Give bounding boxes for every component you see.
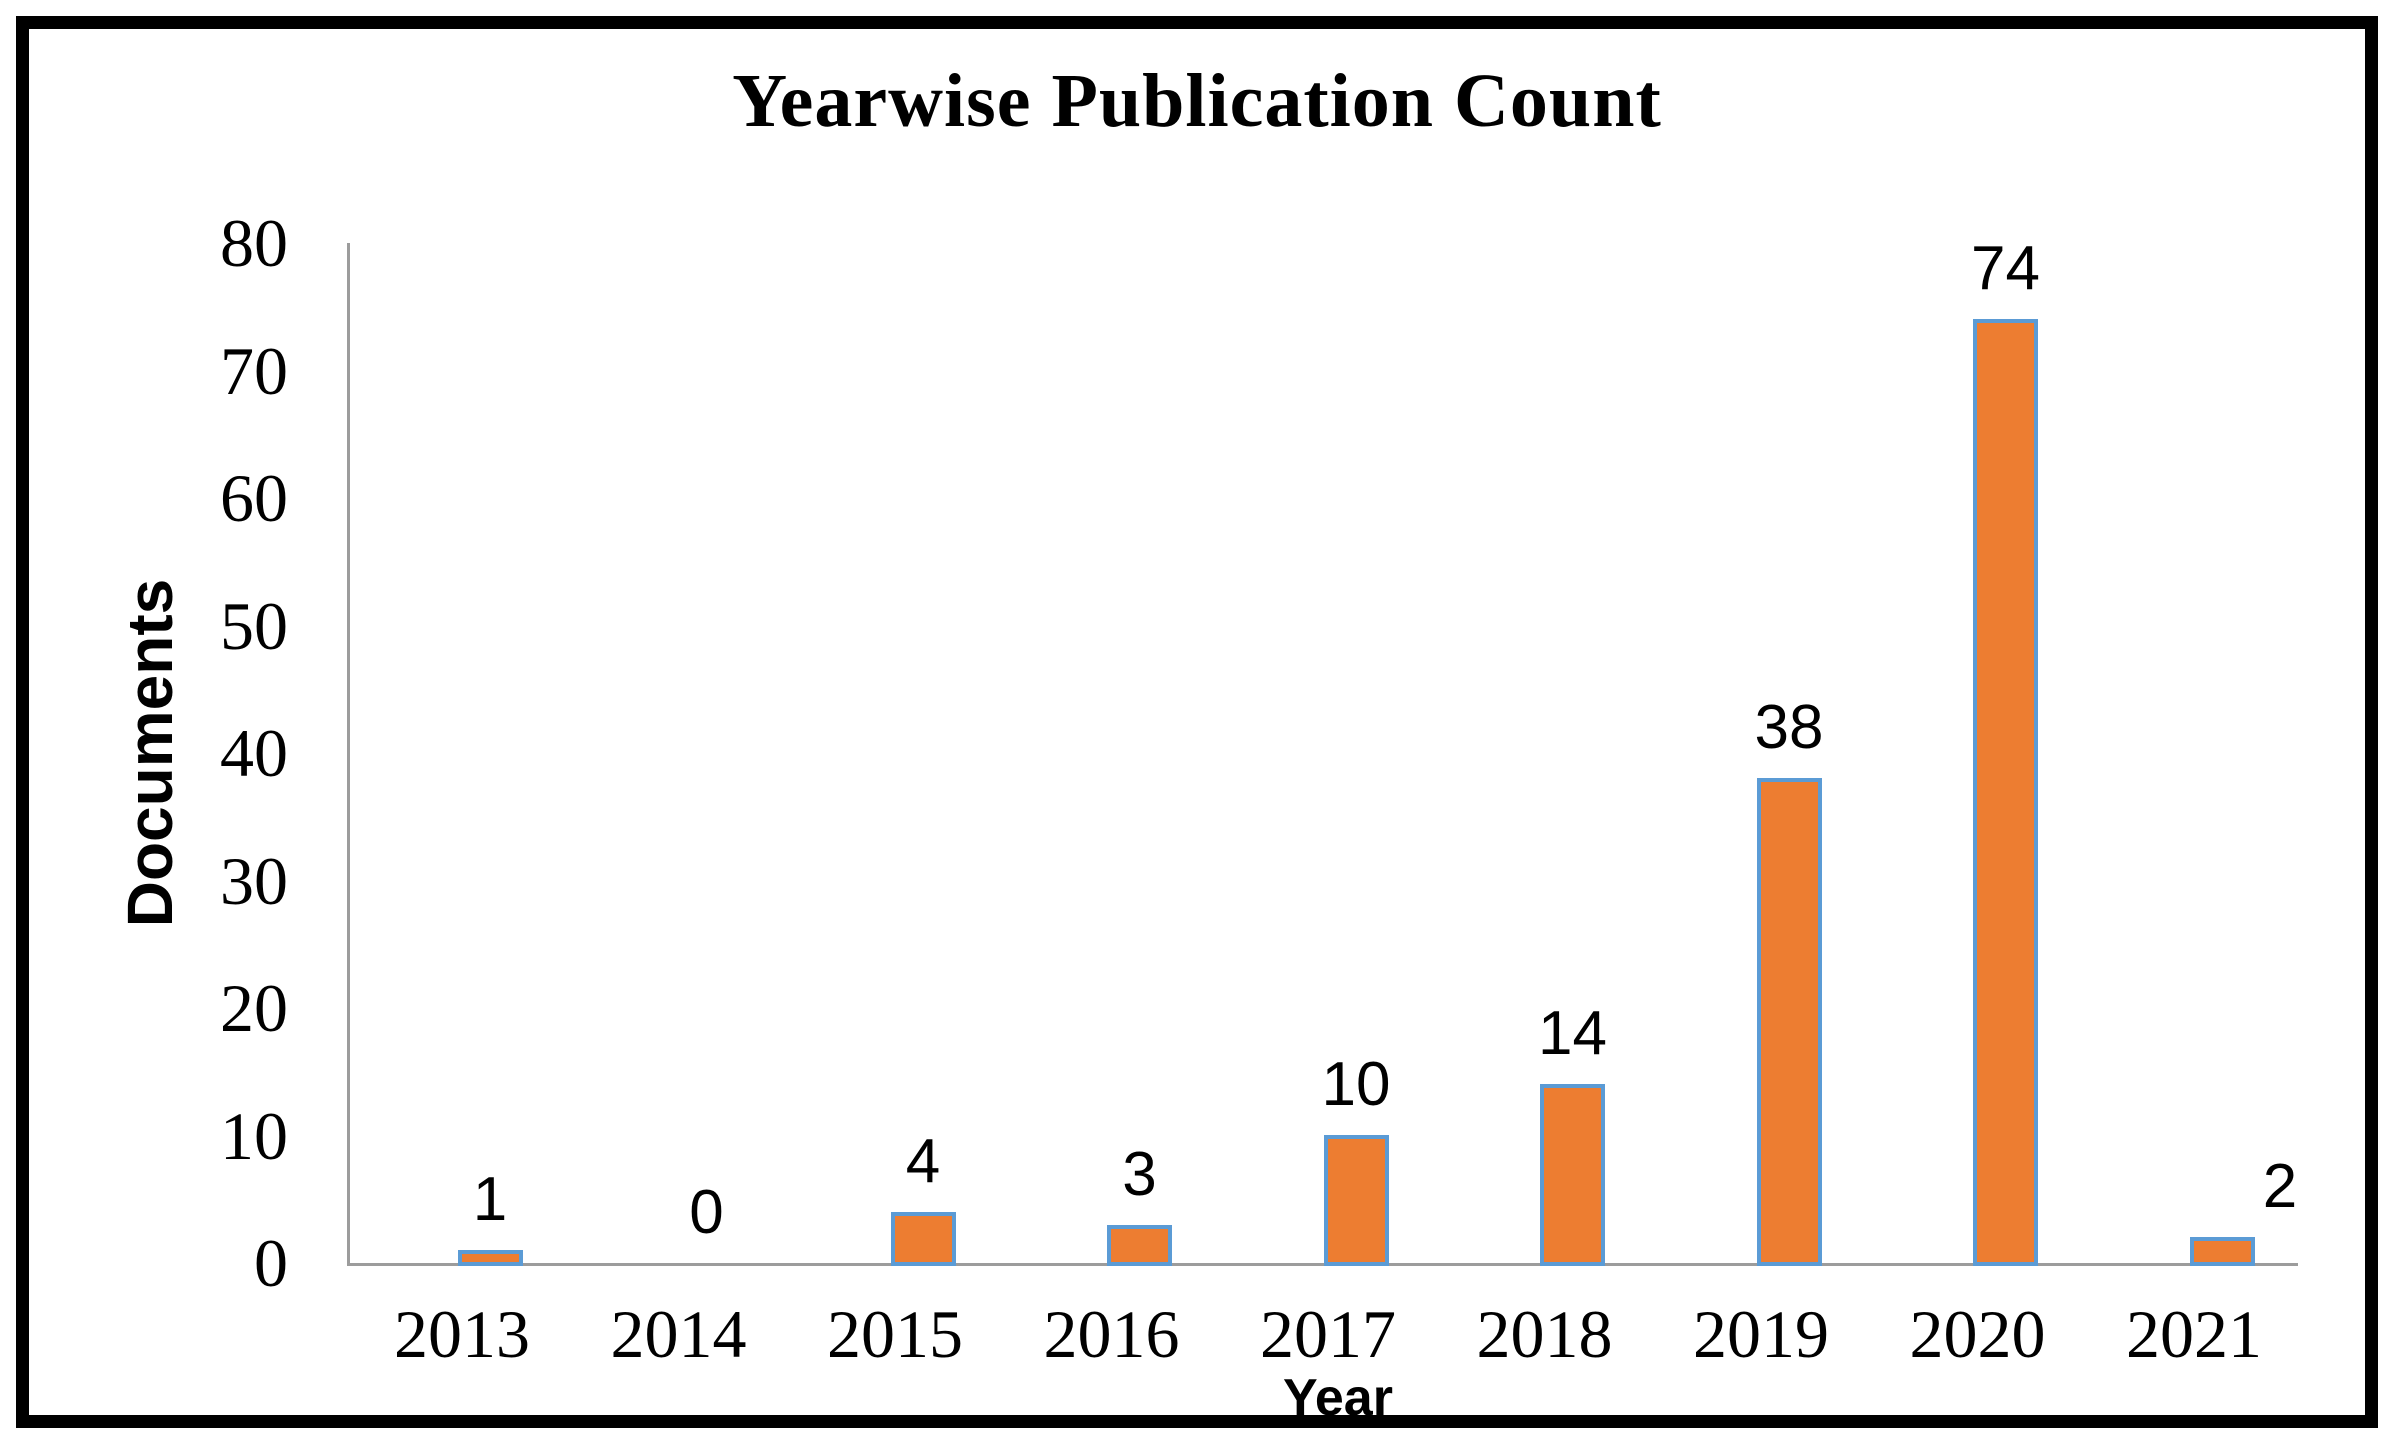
- x-tick-label: 2020: [1909, 1296, 2046, 1372]
- y-tick-label: 0: [254, 1225, 288, 1301]
- bar: [1973, 319, 2038, 1266]
- bar: [457, 1250, 523, 1266]
- bar-value-label: 0: [689, 1178, 724, 1247]
- y-tick-label: 70: [220, 332, 288, 409]
- y-tick-label: 10: [220, 1097, 288, 1174]
- x-tick-label: 2015: [827, 1296, 963, 1372]
- chart-title: Yearwise Publication Count: [732, 59, 1662, 143]
- x-tick-label: 2018: [1476, 1296, 1613, 1372]
- bar-value-label: 3: [1122, 1140, 1157, 1209]
- y-tick-label: 40: [220, 715, 288, 791]
- x-tick-label: 2017: [1260, 1296, 1396, 1372]
- x-tick-label: 2019: [1693, 1296, 1829, 1372]
- bar: [1540, 1084, 1605, 1266]
- x-axis-title: Year: [1283, 1369, 1393, 1427]
- bar: [2189, 1237, 2255, 1266]
- bar-value-label: 2: [2262, 1152, 2298, 1221]
- x-tick-label: 2014: [610, 1296, 747, 1372]
- x-tick-label: 2013: [394, 1296, 530, 1372]
- bar-value-label: 1: [472, 1165, 508, 1234]
- y-tick-label: 30: [220, 842, 288, 919]
- x-tick-label: 2016: [1043, 1296, 1180, 1372]
- x-tick-label: 2021: [2126, 1296, 2262, 1372]
- bar: [1107, 1225, 1172, 1266]
- y-tick-label: 80: [220, 205, 288, 281]
- y-tick-label: 20: [220, 970, 288, 1046]
- bar-value-label: 14: [1538, 999, 1607, 1068]
- bar-value-label: 10: [1321, 1050, 1391, 1119]
- bar: [890, 1212, 956, 1266]
- x-axis-line: [347, 1263, 2298, 1266]
- bar-value-label: 38: [1754, 693, 1824, 762]
- y-axis-line: [347, 243, 350, 1266]
- bar-value-label: 74: [1971, 234, 2040, 303]
- y-tick-label: 60: [220, 460, 288, 536]
- bar-value-label: 4: [905, 1127, 941, 1196]
- y-tick-label: 50: [220, 587, 288, 664]
- bar: [1756, 778, 1822, 1266]
- bar: [1323, 1135, 1389, 1266]
